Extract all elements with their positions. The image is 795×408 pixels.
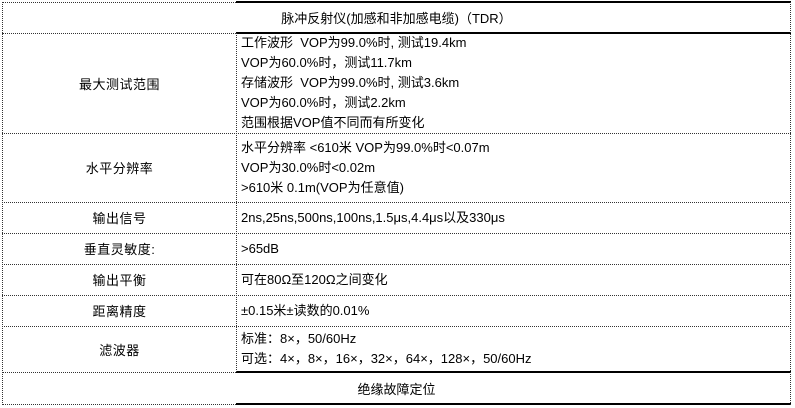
row-value-distance-accuracy: ±0.15米±读数的0.01%	[237, 295, 789, 326]
spec-line: 标准：8×，50/60Hz	[241, 331, 357, 346]
spec-line: 工作波形 VOP为99.0%时, 测试19.4km	[241, 35, 467, 50]
spec-line: VOP为60.0%时，测试2.2km	[241, 95, 406, 110]
grid-footer-top-right	[236, 371, 791, 373]
table-title: 脉冲反射仪(加感和非加感电缆)（TDR）	[2, 2, 791, 33]
row-label-vertical-sensitivity: 垂直灵敏度:	[83, 242, 156, 257]
spec-line: 存储波形 VOP为99.0%时, 测试3.6km	[241, 75, 460, 90]
grid-right-edge	[790, 2, 791, 405]
row-value-filters: 标准：8×，50/60Hz 可选：4×，8×，16×，32×，64×，128×，…	[237, 326, 789, 372]
spec-line: >65dB	[241, 240, 279, 256]
spec-line: 可在80Ω至120Ω之间变化	[241, 271, 388, 287]
grid-bottom-left-dotted	[2, 404, 236, 405]
grid-footer-top-left	[2, 372, 236, 373]
row-value-output-balance: 可在80Ω至120Ω之间变化	[237, 264, 789, 295]
spec-line: ±0.15米±读数的0.01%	[241, 302, 370, 318]
grid-row-divider	[2, 233, 791, 234]
row-label-horizontal-resolution: 水平分辨率	[85, 161, 154, 176]
grid-row-divider	[2, 326, 791, 327]
row-label-filters: 滤波器	[99, 342, 140, 358]
grid-header-bottom-right	[236, 32, 791, 34]
row-value-horizontal-resolution: 水平分辨率 <610米 VOP为99.0%时<0.07m VOP为30.0%时<…	[237, 133, 789, 202]
table-title-text: 脉冲反射仪(加感和非加感电缆)（TDR）	[281, 11, 512, 26]
grid-row-divider	[2, 202, 791, 203]
spec-line: 范围根据VOP值不同而有所变化	[241, 115, 425, 130]
grid-header-bottom-left	[2, 33, 236, 34]
grid-left-edge	[2, 2, 3, 405]
grid-row-divider	[2, 133, 791, 134]
row-label-output-signal: 输出信号	[92, 211, 147, 226]
row-value-vertical-sensitivity: >65dB	[237, 233, 789, 264]
grid-row-divider	[2, 295, 791, 296]
table-footer: 绝缘故障定位	[2, 372, 791, 404]
row-label-max-test-range: 最大测试范围	[78, 76, 160, 92]
row-value-output-signal: 2ns,25ns,500ns,100ns,1.5μs,4.4μs以及330μs	[237, 202, 789, 233]
row-value-max-test-range: 工作波形 VOP为99.0%时, 测试19.4km VOP为60.0%时，测试1…	[237, 33, 789, 133]
spec-line: >610米 0.1m(VOP为任意值)	[241, 179, 404, 195]
grid-bottom-right-solid	[236, 403, 791, 405]
row-label-distance-accuracy: 距离精度	[92, 304, 147, 319]
grid-column-divider	[236, 33, 237, 372]
grid-top-left-dotted	[2, 2, 236, 3]
row-label-output-balance: 输出平衡	[92, 273, 147, 288]
grid-top-right-solid	[236, 1, 791, 3]
spec-line: 水平分辨率 <610米 VOP为99.0%时<0.07m	[241, 139, 490, 155]
spec-line: VOP为30.0%时<0.02m	[241, 159, 376, 175]
spec-line: 2ns,25ns,500ns,100ns,1.5μs,4.4μs以及330μs	[241, 209, 505, 225]
spec-line: VOP为60.0%时，测试11.7km	[241, 55, 412, 70]
table-footer-text: 绝缘故障定位	[357, 381, 436, 397]
spec-line: 可选：4×，8×，16×，32×，64×，128×，50/60Hz	[241, 351, 532, 366]
grid-row-divider	[2, 264, 791, 265]
